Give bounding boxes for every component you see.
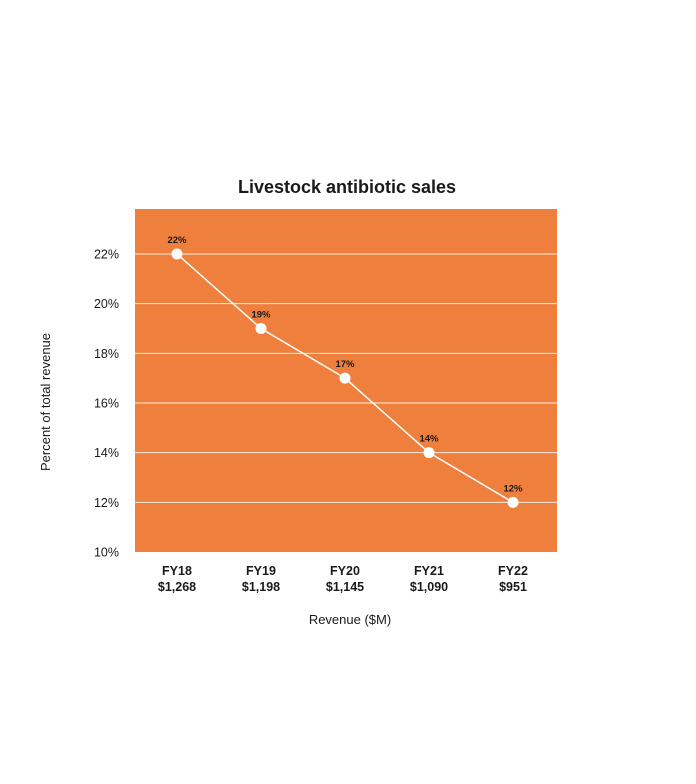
chart-title: Livestock antibiotic sales xyxy=(238,177,456,197)
data-label: 17% xyxy=(335,359,355,370)
y-tick-label: 22% xyxy=(94,248,119,262)
y-tick-label: 18% xyxy=(94,347,119,361)
y-tick-label: 20% xyxy=(94,297,119,311)
y-axis-title: Percent of total revenue xyxy=(38,333,53,471)
x-tick-sublabel: $1,198 xyxy=(242,580,280,594)
data-point xyxy=(171,248,183,260)
x-axis-ticks: FY18 $1,268 FY19 $1,198 FY20 $1,145 FY21 $1,090… xyxy=(158,564,528,594)
x-tick-sublabel: $1,145 xyxy=(326,580,364,594)
x-tick-label: FY22 xyxy=(498,564,528,578)
x-tick-label: FY21 xyxy=(414,564,444,578)
y-axis-ticks: 10% 12% 14% 16% 18% 20% 22% xyxy=(94,248,119,560)
x-axis-title: Revenue ($M) xyxy=(309,612,391,627)
data-label: 19% xyxy=(251,310,271,321)
data-point xyxy=(507,496,519,508)
y-tick-label: 12% xyxy=(94,496,119,510)
y-tick-label: 16% xyxy=(94,397,119,411)
y-tick-label: 10% xyxy=(94,546,119,560)
x-tick-label: FY19 xyxy=(246,564,276,578)
data-label: 14% xyxy=(419,434,439,445)
x-tick-sublabel: $1,268 xyxy=(158,580,196,594)
data-labels: 22% 19% 17% 14% 12% xyxy=(167,235,523,494)
data-point xyxy=(423,447,435,459)
data-label: 12% xyxy=(503,483,523,494)
x-tick-sublabel: $951 xyxy=(499,580,527,594)
data-point xyxy=(339,372,351,384)
x-tick-sublabel: $1,090 xyxy=(410,580,448,594)
data-markers xyxy=(171,248,519,508)
y-tick-label: 14% xyxy=(94,446,119,460)
x-tick-label: FY20 xyxy=(330,564,360,578)
x-tick-label: FY18 xyxy=(162,564,192,578)
data-label: 22% xyxy=(167,235,187,246)
data-point xyxy=(255,323,267,334)
gridlines xyxy=(135,253,557,503)
